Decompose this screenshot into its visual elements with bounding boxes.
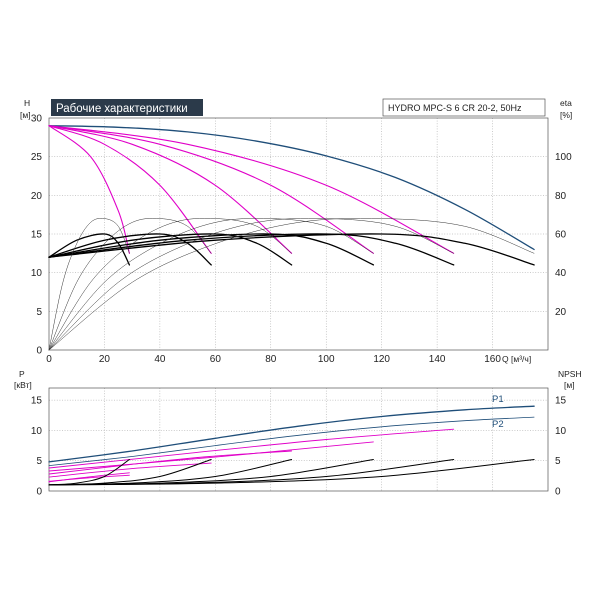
head-grid (49, 118, 548, 350)
power-tick-labels: 0 5 10 15 0 5 10 15 (31, 396, 567, 498)
flow-tick-label: 0 (46, 354, 52, 365)
efficiency-tick-label: 40 (555, 268, 567, 279)
head-curves (48, 125, 535, 351)
pump-head-curve (48, 125, 293, 254)
head-tick-label: 20 (31, 191, 43, 202)
p2-curve (48, 416, 535, 466)
pump-power-curve (48, 462, 212, 478)
flow-tick-label: 140 (429, 354, 446, 365)
model-label: HYDRO MPC-S 6 CR 20-2, 50Hz (388, 103, 522, 113)
head-curve (48, 233, 212, 266)
head-curve (48, 233, 375, 266)
head-tick-label: 30 (31, 114, 43, 125)
efficiency-curve (48, 218, 212, 351)
efficiency-tick-label: 100 (555, 152, 572, 163)
flow-tick-label: 20 (99, 354, 111, 365)
efficiency-axis-name: eta (560, 98, 572, 108)
npsh-axis-unit: [м] (564, 380, 575, 390)
pump-head-curve (48, 125, 212, 254)
pump-head-curve (48, 125, 455, 254)
head-curve (48, 233, 293, 266)
power-tick-label: 15 (31, 396, 43, 407)
power-tick-label: 10 (31, 426, 43, 437)
head-panel: Рабочие характеристики HYDRO MPC-S 6 CR … (20, 98, 572, 365)
head-plot-frame (48, 117, 549, 351)
head-curve (48, 233, 535, 266)
efficiency-curve (48, 218, 535, 351)
power-tick-label: 0 (36, 487, 42, 498)
flow-tick-label: 100 (318, 354, 335, 365)
p2-series-label: P2 (492, 419, 504, 430)
head-tick-label: 25 (31, 152, 43, 163)
efficiency-axis-unit: [%] (560, 110, 572, 120)
pump-head-curve (48, 125, 130, 254)
pump-power-curve (48, 428, 455, 469)
npsh-curve (48, 459, 455, 486)
efficiency-curve (48, 218, 374, 351)
efficiency-tick-label: 80 (555, 191, 567, 202)
head-tick-label: 15 (31, 230, 43, 241)
npsh-axis-name: NPSH (558, 369, 582, 379)
flow-tick-label: 160 (484, 354, 501, 365)
power-grid (49, 388, 548, 491)
efficiency-curve (48, 218, 292, 351)
efficiency-tick-label: 20 (555, 307, 567, 318)
npsh-tick-label: 0 (555, 487, 561, 498)
power-axis-name: P (19, 369, 25, 379)
pump-power-curve (48, 472, 130, 483)
power-curves (48, 405, 535, 486)
chart-title: Рабочие характеристики (56, 103, 188, 115)
power-axis-unit: [кВт] (14, 380, 32, 390)
power-plot-frame (48, 387, 549, 492)
head-tick-label: 0 (36, 346, 42, 357)
efficiency-curve (48, 218, 454, 351)
p1-series-label: P1 (492, 394, 504, 405)
head-tick-label: 5 (36, 307, 42, 318)
flow-axis-name: Q (502, 354, 509, 364)
max-head-curve (48, 125, 535, 251)
p1-curve (48, 405, 535, 463)
model-label-box (382, 98, 546, 117)
power-panel: P [кВт] NPSH [м] 0 5 10 15 0 5 10 15 P1 P2 (14, 369, 582, 498)
pump-head-curve (48, 125, 374, 254)
pump-power-curve (48, 450, 293, 475)
npsh-curve (48, 459, 535, 486)
flow-tick-label: 40 (154, 354, 166, 365)
head-axis-name: H (24, 98, 30, 108)
flow-tick-label: 120 (373, 354, 390, 365)
flow-axis-unit: [м³/ч] (511, 354, 531, 364)
head-axis-unit: [м] (20, 110, 31, 120)
head-curve (48, 233, 455, 266)
npsh-tick-label: 5 (555, 456, 561, 467)
head-tick-label: 10 (31, 268, 43, 279)
flow-tick-label: 80 (265, 354, 277, 365)
power-tick-label: 5 (36, 456, 42, 467)
npsh-tick-label: 15 (555, 396, 567, 407)
head-tick-labels: 0 20 40 60 80 100 120 140 160 0 5 10 15 20 25 30 20 40 60 8… (31, 114, 572, 366)
flow-tick-label: 60 (210, 354, 222, 365)
npsh-tick-label: 10 (555, 426, 567, 437)
chart-title-box (51, 99, 203, 116)
efficiency-tick-label: 60 (555, 230, 567, 241)
pump-power-curve (48, 441, 374, 472)
efficiency-curve (48, 218, 130, 351)
